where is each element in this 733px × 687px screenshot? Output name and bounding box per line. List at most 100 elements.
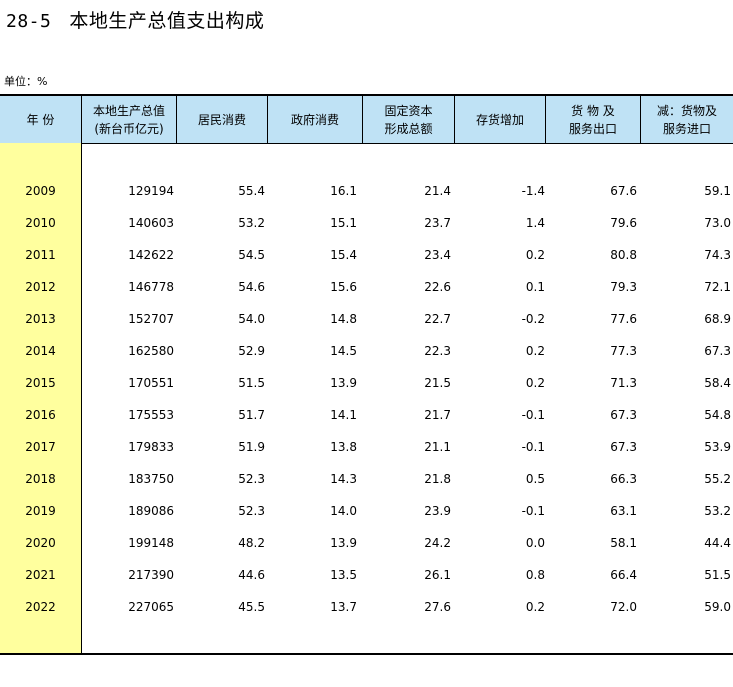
cell-household-consumption: 52.9	[238, 344, 265, 358]
cell-exports: 58.1	[610, 536, 637, 550]
cell-inventory-change: 0.0	[525, 536, 545, 550]
cell-household-consumption: 52.3	[238, 472, 265, 486]
table-header: 年 份 本地生产总值 (新台币亿元) 居民消费 政府消费 固定资本 形成总额 存…	[0, 96, 733, 144]
cell-year: 2017	[25, 440, 56, 454]
cell-gdp: 142622	[128, 248, 174, 262]
cell-gdp: 179833	[128, 440, 174, 454]
cell-imports: 58.4	[704, 376, 731, 390]
cell-gdp: 183750	[128, 472, 174, 486]
cell-imports: 54.8	[704, 408, 731, 422]
cell-household-consumption: 44.6	[238, 568, 265, 582]
cell-imports: 72.1	[704, 280, 731, 294]
cell-fixed-capital: 26.1	[424, 568, 451, 582]
cell-fixed-capital: 24.2	[424, 536, 451, 550]
table-row: 2018 183750 52.3 14.3 21.8 0.5 66.3 55.2	[0, 469, 733, 489]
cell-household-consumption: 53.2	[238, 216, 265, 230]
cell-government-consumption: 14.5	[330, 344, 357, 358]
cell-imports: 53.9	[704, 440, 731, 454]
page-title: 28-5 本地生产总值支出构成	[6, 6, 264, 33]
cell-household-consumption: 48.2	[238, 536, 265, 550]
table-row: 2010 140603 53.2 15.1 23.7 1.4 79.6 73.0	[0, 213, 733, 233]
cell-inventory-change: -1.4	[521, 184, 545, 198]
cell-household-consumption: 54.0	[238, 312, 265, 326]
bottom-rule	[0, 653, 733, 655]
cell-gdp: 140603	[128, 216, 174, 230]
header-year: 年 份	[0, 96, 81, 143]
cell-gdp: 162580	[128, 344, 174, 358]
cell-exports: 67.3	[610, 440, 637, 454]
cell-inventory-change: 0.2	[525, 600, 545, 614]
top-rule	[0, 94, 733, 96]
header-gdp: 本地生产总值 (新台币亿元)	[81, 96, 176, 143]
table-number: 28-5	[6, 11, 52, 32]
unit-label: 单位：%	[4, 75, 48, 88]
cell-imports: 68.9	[704, 312, 731, 326]
cell-exports: 77.3	[610, 344, 637, 358]
cell-fixed-capital: 21.7	[424, 408, 451, 422]
header-imports-line1: 减：货物及	[656, 103, 717, 118]
header-inventory-change-line1: 存货增加	[475, 112, 524, 127]
cell-fixed-capital: 23.4	[424, 248, 451, 262]
cell-imports: 59.1	[704, 184, 731, 198]
cell-exports: 66.4	[610, 568, 637, 582]
cell-imports: 55.2	[704, 472, 731, 486]
cell-household-consumption: 45.5	[238, 600, 265, 614]
cell-year: 2016	[25, 408, 56, 422]
cell-gdp: 146778	[128, 280, 174, 294]
header-government-consumption: 政府消费	[267, 96, 362, 143]
cell-fixed-capital: 21.8	[424, 472, 451, 486]
header-imports-line2: 服务进口	[662, 121, 711, 136]
header-gdp-line1: 本地生产总值	[92, 103, 165, 118]
cell-inventory-change: 0.8	[525, 568, 545, 582]
header-exports-line1: 货 物 及	[571, 103, 615, 118]
cell-government-consumption: 13.9	[330, 536, 357, 550]
cell-household-consumption: 51.7	[238, 408, 265, 422]
cell-imports: 44.4	[704, 536, 731, 550]
cell-fixed-capital: 21.5	[424, 376, 451, 390]
cell-government-consumption: 13.8	[330, 440, 357, 454]
cell-year: 2021	[25, 568, 56, 582]
cell-inventory-change: 0.1	[525, 280, 545, 294]
table-row: 2020 199148 48.2 13.9 24.2 0.0 58.1 44.4	[0, 533, 733, 553]
cell-exports: 80.8	[610, 248, 637, 262]
cell-government-consumption: 14.1	[330, 408, 357, 422]
cell-government-consumption: 14.8	[330, 312, 357, 326]
header-fixed-capital: 固定资本 形成总额	[362, 96, 454, 143]
cell-household-consumption: 51.5	[238, 376, 265, 390]
table-row: 2022 227065 45.5 13.7 27.6 0.2 72.0 59.0	[0, 597, 733, 617]
cell-year: 2019	[25, 504, 56, 518]
cell-gdp: 170551	[128, 376, 174, 390]
cell-gdp: 227065	[128, 600, 174, 614]
cell-household-consumption: 51.9	[238, 440, 265, 454]
cell-gdp: 217390	[128, 568, 174, 582]
cell-imports: 51.5	[704, 568, 731, 582]
cell-year: 2018	[25, 472, 56, 486]
cell-government-consumption: 14.3	[330, 472, 357, 486]
table-row: 2017 179833 51.9 13.8 21.1 -0.1 67.3 53.9	[0, 437, 733, 457]
year-column-background	[0, 143, 82, 653]
cell-household-consumption: 54.6	[238, 280, 265, 294]
cell-year: 2020	[25, 536, 56, 550]
cell-year: 2011	[25, 248, 56, 262]
cell-government-consumption: 16.1	[330, 184, 357, 198]
cell-inventory-change: -0.1	[521, 504, 545, 518]
cell-year: 2022	[25, 600, 56, 614]
cell-exports: 79.3	[610, 280, 637, 294]
table-row: 2009 129194 55.4 16.1 21.4 -1.4 67.6 59.1	[0, 181, 733, 201]
table-row: 2012 146778 54.6 15.6 22.6 0.1 79.3 72.1	[0, 277, 733, 297]
header-exports: 货 物 及 服务出口	[545, 96, 640, 143]
table-row: 2019 189086 52.3 14.0 23.9 -0.1 63.1 53.2	[0, 501, 733, 521]
cell-imports: 67.3	[704, 344, 731, 358]
cell-exports: 67.3	[610, 408, 637, 422]
cell-fixed-capital: 21.4	[424, 184, 451, 198]
cell-year: 2013	[25, 312, 56, 326]
cell-gdp: 199148	[128, 536, 174, 550]
header-fixed-capital-line2: 形成总额	[384, 121, 433, 136]
table-row: 2014 162580 52.9 14.5 22.3 0.2 77.3 67.3	[0, 341, 733, 361]
cell-inventory-change: -0.1	[521, 440, 545, 454]
header-gdp-line2: (新台币亿元)	[94, 121, 164, 136]
header-year-line1: 年 份	[26, 112, 55, 127]
cell-exports: 72.0	[610, 600, 637, 614]
cell-year: 2014	[25, 344, 56, 358]
cell-exports: 79.6	[610, 216, 637, 230]
